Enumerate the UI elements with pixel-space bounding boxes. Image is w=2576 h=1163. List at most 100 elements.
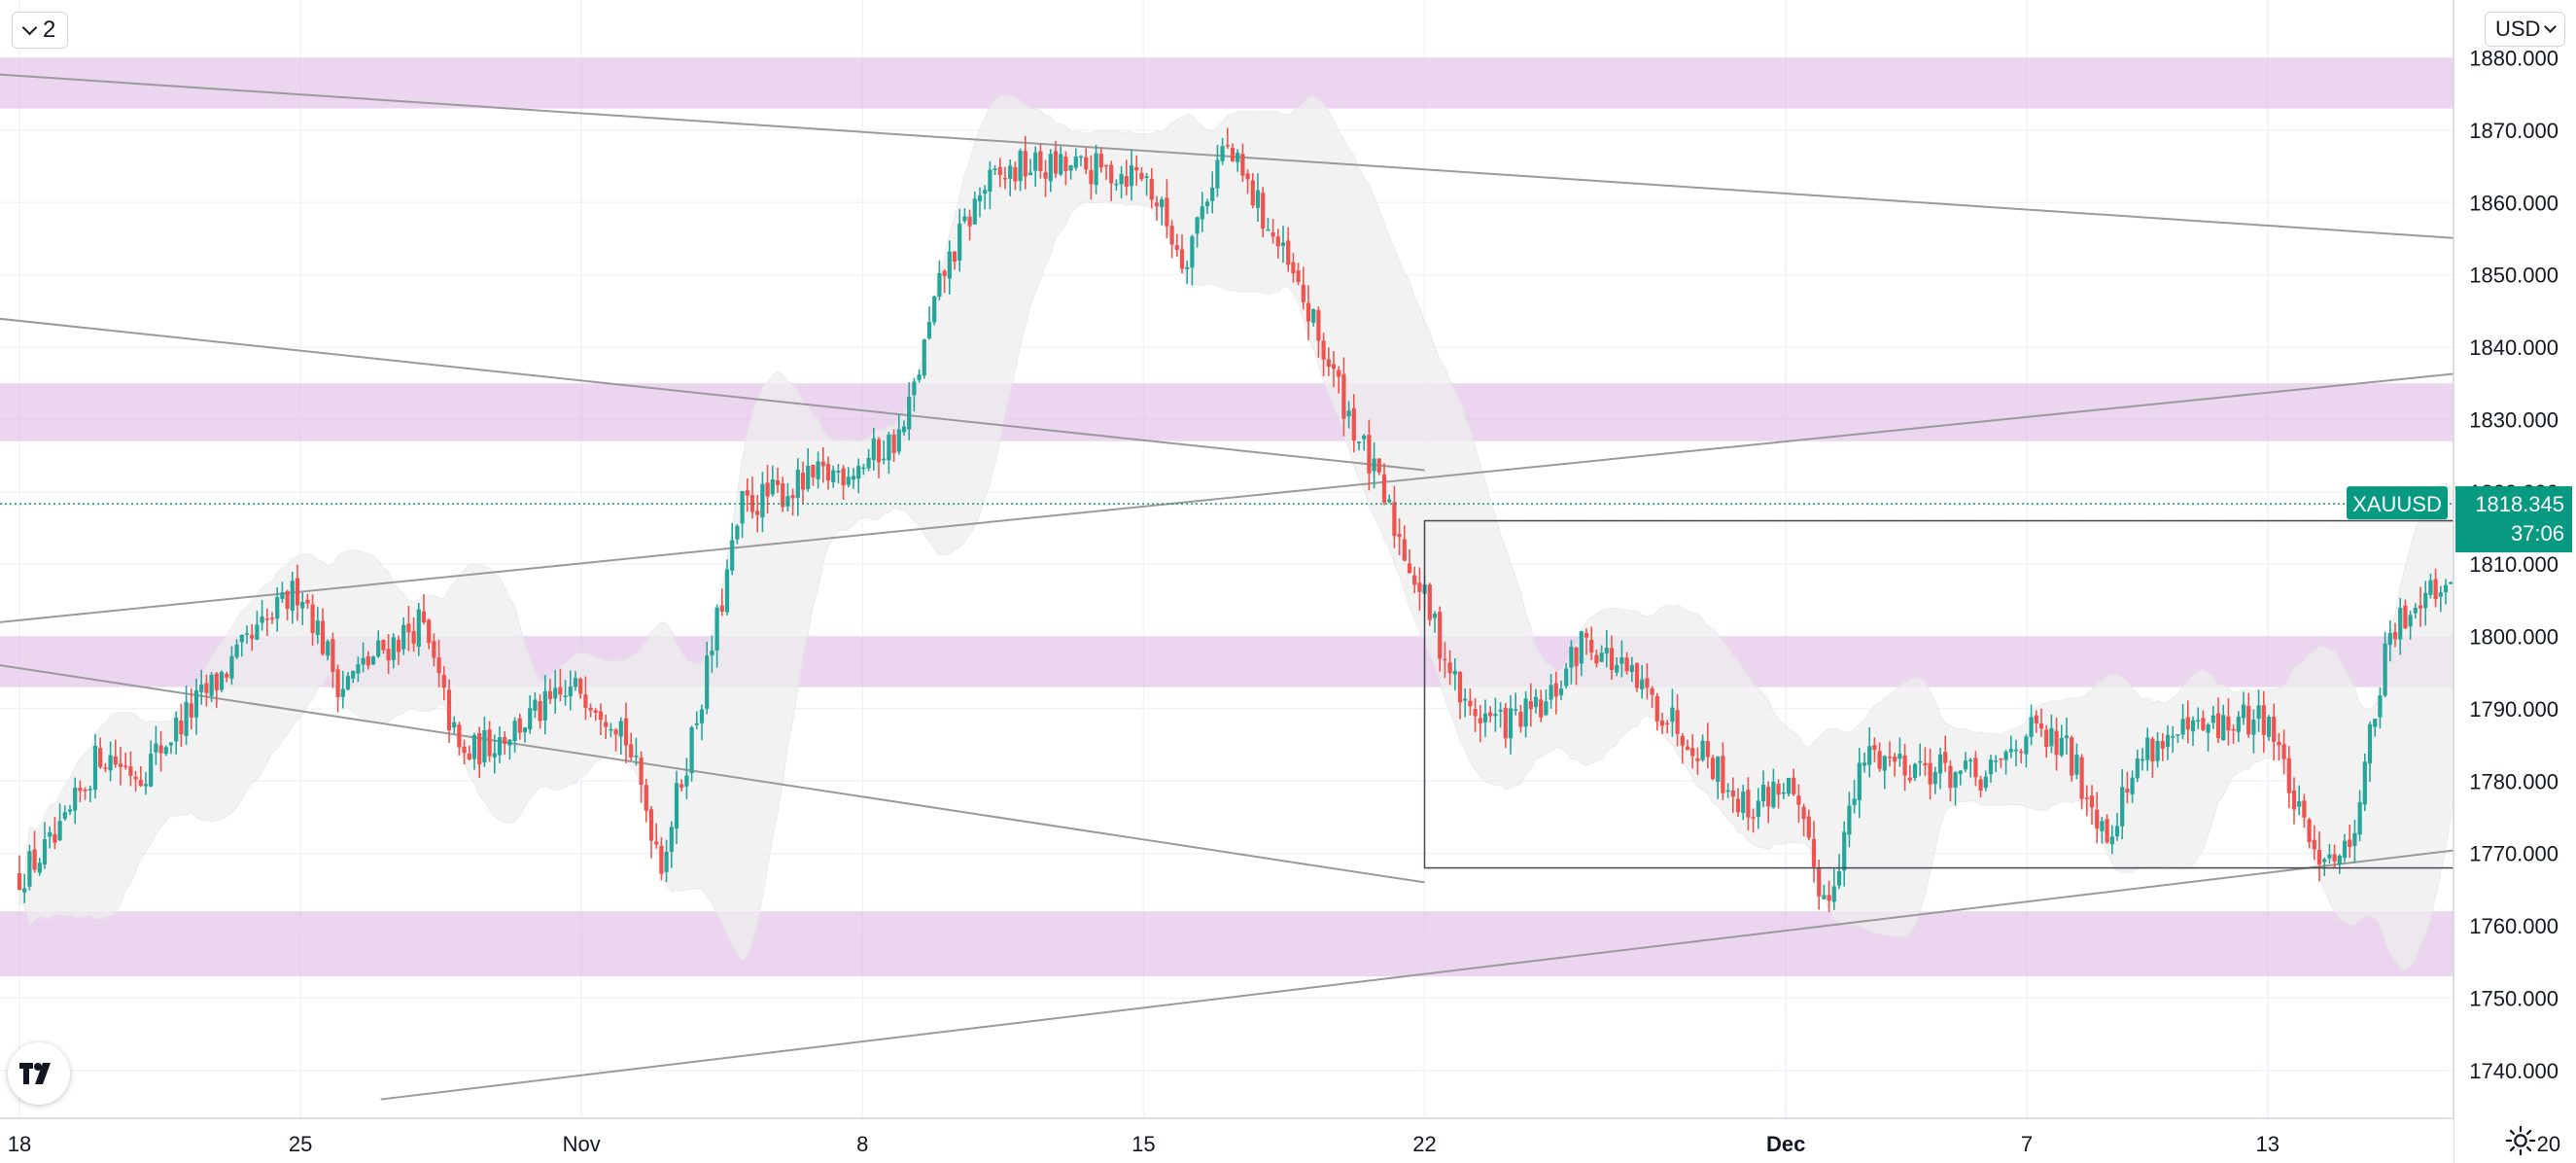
candle-body bbox=[2074, 755, 2079, 775]
candle-body bbox=[1381, 474, 1387, 503]
candle-body bbox=[1457, 671, 1463, 703]
candle-body bbox=[679, 784, 684, 789]
candle-body bbox=[563, 695, 568, 697]
candle-body bbox=[1468, 700, 1473, 707]
candle-body bbox=[871, 438, 876, 461]
candle-body bbox=[37, 863, 42, 873]
candle-body bbox=[2337, 855, 2342, 864]
candle-body bbox=[1098, 154, 1103, 168]
candle-body bbox=[2008, 749, 2013, 753]
candle-body bbox=[2327, 854, 2332, 859]
candle-body bbox=[1523, 698, 1528, 727]
candle-body bbox=[785, 496, 790, 507]
candle-body bbox=[866, 457, 871, 469]
candle-body bbox=[356, 664, 361, 674]
candle-body bbox=[604, 722, 609, 727]
candle-body bbox=[1204, 201, 1210, 207]
candle-body bbox=[1427, 584, 1432, 620]
candle-body bbox=[765, 482, 770, 497]
candle-body bbox=[2171, 736, 2176, 738]
candle-body bbox=[1999, 758, 2003, 760]
candle-body bbox=[957, 223, 962, 261]
candle-body bbox=[1356, 441, 1362, 443]
candle-body bbox=[1452, 671, 1457, 675]
candle-body bbox=[730, 540, 735, 571]
trend-line bbox=[0, 317, 1425, 472]
intervals-button[interactable]: 2 bbox=[12, 12, 69, 49]
candle-body bbox=[846, 476, 851, 485]
candle-body bbox=[820, 461, 825, 467]
candle-body bbox=[542, 690, 547, 721]
candle-body bbox=[1053, 151, 1059, 174]
candle-body bbox=[1599, 652, 1604, 662]
candle-body bbox=[2013, 749, 2019, 752]
candle-body bbox=[1220, 146, 1225, 161]
tradingview-logo-icon[interactable] bbox=[8, 1042, 70, 1105]
candle-body bbox=[503, 736, 507, 745]
candle-body bbox=[1827, 895, 1831, 901]
candle-body bbox=[48, 831, 52, 837]
candle-body bbox=[406, 623, 411, 633]
candle-body bbox=[1943, 752, 1948, 763]
candle-body bbox=[1902, 756, 1907, 776]
y-tick-label: 1740.000 bbox=[2469, 1059, 2559, 1083]
candle-body bbox=[1351, 408, 1356, 441]
candle-body bbox=[648, 809, 654, 841]
candle-body bbox=[1048, 154, 1053, 182]
candle-body bbox=[1372, 458, 1376, 472]
candle-body bbox=[1438, 612, 1443, 659]
candle-body bbox=[471, 734, 477, 759]
gear-icon[interactable] bbox=[2504, 1124, 2537, 1157]
candle-body bbox=[912, 381, 917, 396]
candle-body bbox=[1675, 710, 1680, 734]
y-tick-label: 1760.000 bbox=[2469, 914, 2559, 938]
candle-body bbox=[1756, 800, 1760, 818]
x-tick-label: 8 bbox=[856, 1132, 868, 1156]
candle-body bbox=[1498, 709, 1503, 712]
candle-body bbox=[2054, 730, 2059, 756]
candle-body bbox=[1932, 771, 1937, 785]
candle-body bbox=[851, 476, 856, 480]
candle-body bbox=[1255, 190, 1261, 208]
candle-body bbox=[492, 753, 497, 758]
candle-body bbox=[275, 596, 280, 619]
candle-body bbox=[1326, 359, 1331, 368]
candle-body bbox=[538, 701, 542, 722]
currency-button[interactable]: USD bbox=[2485, 12, 2566, 47]
candle-body bbox=[1154, 202, 1160, 207]
candle-body bbox=[760, 483, 765, 518]
candle-body bbox=[1518, 711, 1523, 727]
candle-body bbox=[745, 490, 749, 496]
trend-line bbox=[0, 360, 2576, 623]
candle-body bbox=[497, 737, 503, 756]
candle-body bbox=[87, 789, 92, 791]
candle-body bbox=[588, 707, 593, 711]
candle-body bbox=[1392, 502, 1397, 537]
candle-body bbox=[1665, 722, 1670, 724]
y-tick-label: 1770.000 bbox=[2469, 842, 2559, 866]
candle-body bbox=[1897, 754, 1902, 759]
candle-body bbox=[179, 720, 184, 735]
x-tick-label: Nov bbox=[563, 1132, 601, 1156]
candle-body bbox=[295, 578, 300, 606]
candle-body bbox=[1321, 340, 1326, 360]
candle-body bbox=[2185, 717, 2190, 730]
candle-body bbox=[1139, 172, 1144, 180]
candle-body bbox=[2125, 789, 2130, 793]
candle-body bbox=[2387, 632, 2392, 646]
candle-body bbox=[315, 620, 320, 636]
candle-body bbox=[1195, 217, 1200, 234]
candle-body bbox=[558, 687, 563, 695]
candle-body bbox=[1103, 164, 1109, 167]
candle-body bbox=[1968, 759, 1973, 762]
symbol-tag bbox=[2347, 486, 2448, 520]
candle-body bbox=[2449, 582, 2454, 584]
candle-body bbox=[1539, 699, 1544, 718]
candle-body bbox=[52, 833, 57, 843]
candle-body bbox=[2049, 727, 2054, 747]
y-tick-label: 1750.000 bbox=[2469, 986, 2559, 1010]
candle-body bbox=[2064, 735, 2070, 739]
candle-body bbox=[1806, 816, 1811, 838]
candle-body bbox=[1407, 563, 1412, 574]
